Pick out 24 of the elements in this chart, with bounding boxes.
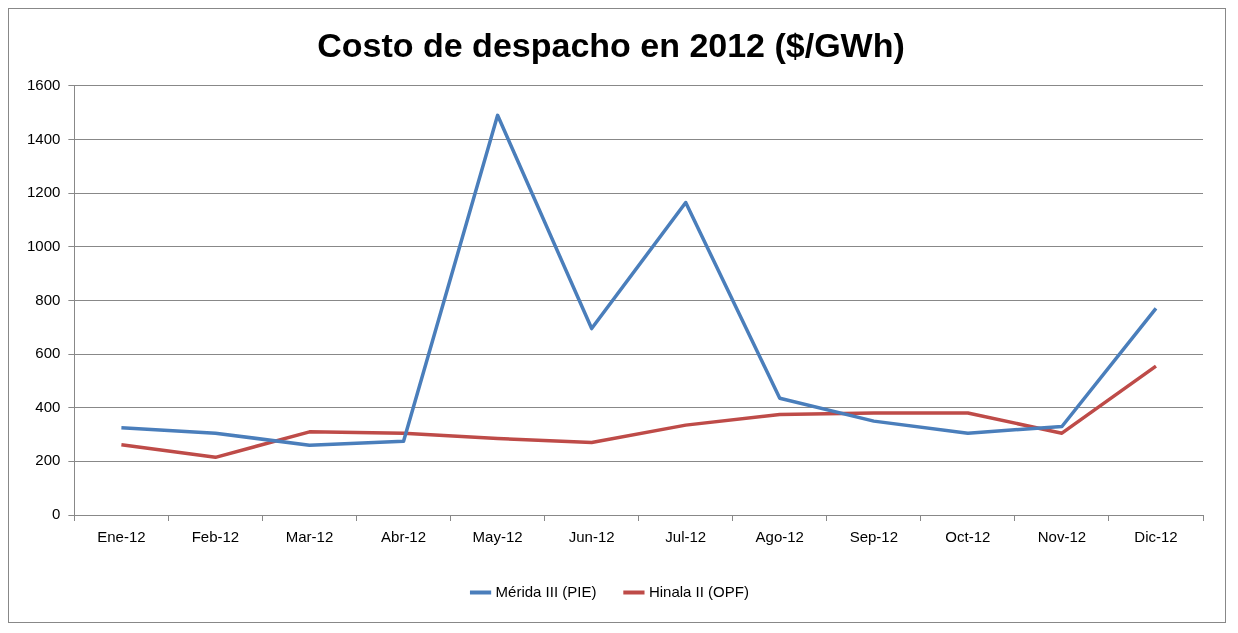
x-tick-label: Dic-12 [1134,528,1178,546]
y-tick-label: 600 [35,344,61,362]
y-tick-label: 200 [35,451,61,469]
x-tick-label: Jul-12 [665,528,707,546]
x-tick-label: Abr-12 [381,528,427,546]
x-tick-label: Sep-12 [849,528,898,546]
y-tick-label: 1200 [26,183,61,201]
chart-title: Costo de despacho en 2012 ($/GWh) [317,25,905,64]
x-tick-label: Ene-12 [97,528,146,546]
y-tick-label: 400 [35,397,61,415]
legend-label: Mérida III (PIE) [495,582,597,600]
x-tick-label: Mar-12 [285,528,334,546]
x-tick-label: Ago-12 [755,528,804,546]
y-tick-label: 0 [52,505,61,523]
y-tick-label: 800 [35,290,61,308]
y-tick-label: 1000 [26,236,61,254]
y-tick-label: 1600 [26,75,61,93]
x-tick-label: Nov-12 [1037,528,1087,546]
x-tick-label: Jun-12 [568,528,615,546]
x-tick-label: May-12 [472,528,523,546]
legend-label: Hinala II (OPF) [648,582,749,600]
y-tick-label: 1400 [26,129,61,147]
x-tick-label: Feb-12 [191,528,240,546]
x-tick-label: Oct-12 [945,528,991,546]
